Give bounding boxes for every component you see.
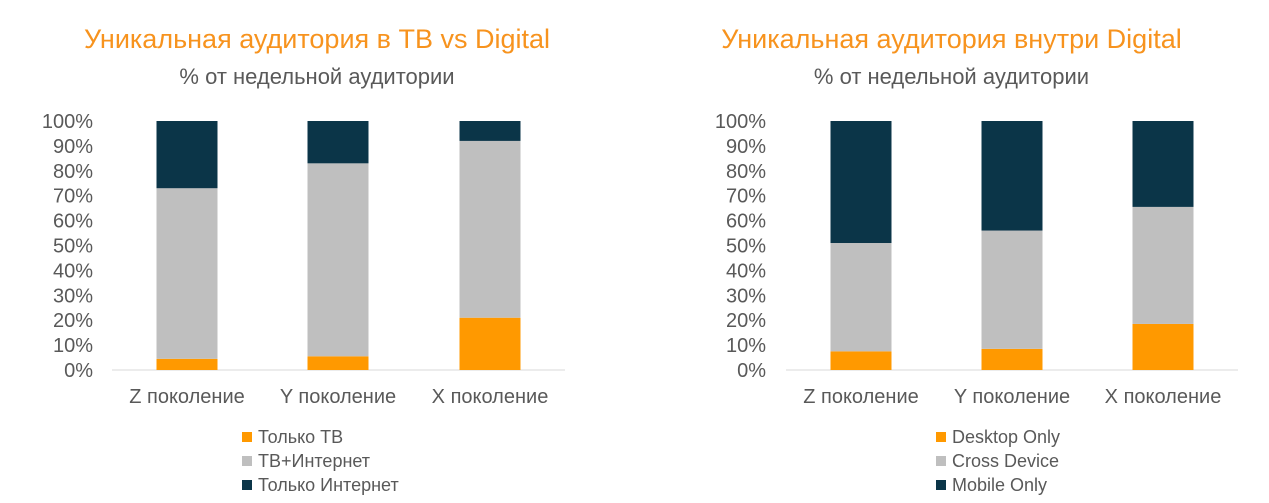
bar-segment-y-series-1 [307,163,369,357]
y-tick-label: 50% [53,236,93,258]
stacked-bar-chart-tv-vs-digital: 0% 10% 20% 30% 40%50% 60% 70% 80% 90% 100% Z покол… [42,111,565,408]
y-tick-label: 100% [715,111,766,133]
chart-subtitle: % от недельной аудитории [813,64,1090,89]
legend-label: Только Интернет [258,475,399,495]
bar-segment-x-series-0 [1132,323,1194,370]
legend-label: Mobile Only [952,475,1048,495]
y-tick-label: 20% [53,310,93,332]
y-tick-label: 80% [726,161,766,183]
legend-item-desktop-only: Desktop Only [936,425,1060,449]
legend-item-tv-only: Только ТВ [242,425,399,449]
chart-panel-inside-digital: Уникальная аудитория внутри Digital % от… [634,0,1269,503]
x-category-label: Y поколение [954,386,1070,408]
bar-segment-y-series-2 [307,121,369,164]
y-tick-label: 10% [53,335,93,357]
bar-segment-z-series-1 [156,188,218,359]
legend-swatch [936,432,946,442]
y-tick-label: 10% [726,335,766,357]
y-tick-label: 90% [53,136,93,158]
y-tick-label: 20% [726,310,766,332]
legend-swatch [936,480,946,490]
x-category-label: Z поколение [129,386,245,408]
x-category-label: X поколение [1105,386,1222,408]
bar-segment-z-series-2 [156,121,218,189]
y-tick-label: 30% [726,285,766,307]
x-category-label: Z поколение [803,386,919,408]
y-tick-label: 80% [53,161,93,183]
y-tick-label: 70% [726,186,766,208]
legend-item-tv-internet: ТВ+Интернет [242,449,399,473]
y-tick-label: 40% [726,260,766,282]
bar-segment-y-series-2 [981,121,1043,231]
y-tick-label: 0% [737,360,766,382]
legend-label: Cross Device [952,451,1060,471]
chart-legend: Только ТВ ТВ+Интернет Только Интернет [242,425,399,497]
legend-label: Desktop Only [952,427,1061,447]
bar-segment-x-series-1 [1132,206,1194,324]
bar-segment-z-series-1 [830,243,892,352]
x-category-label: Y поколение [280,386,396,408]
chart-subtitle: % от недельной аудитории [179,64,455,89]
bar-segment-z-series-0 [156,358,218,370]
y-tick-label: 0% [64,360,93,382]
chart-panel-tv-vs-digital: Уникальная аудитория в ТВ vs Digital % о… [0,0,634,503]
bar-segment-y-series-1 [981,230,1043,349]
y-tick-label: 60% [726,211,766,233]
legend-item-mobile-only: Mobile Only [936,473,1060,497]
legend-swatch [936,456,946,466]
chart-title: Уникальная аудитория внутри Digital [721,24,1182,54]
chart-title: Уникальная аудитория в ТВ vs Digital [83,24,551,54]
chart-legend: Desktop Only Cross Device Mobile Only [936,425,1060,497]
legend-item-cross-device: Cross Device [936,449,1060,473]
y-tick-label: 90% [726,136,766,158]
y-tick-label: 40% [53,260,93,282]
legend-swatch [242,456,252,466]
bar-segment-y-series-0 [981,348,1043,370]
y-tick-label: 70% [53,186,93,208]
stacked-bar-chart-inside-digital: 0% 10% 20% 30% 40%50% 60% 70% 80% 90% 100% Z покол… [715,111,1238,408]
y-tick-label: 100% [42,111,93,133]
legend-item-internet-only: Только Интернет [242,473,399,497]
bar-segment-x-series-2 [459,121,521,141]
legend-label: Только ТВ [258,427,344,447]
bar-segment-x-series-1 [459,140,521,318]
bar-segment-z-series-0 [830,351,892,370]
legend-label: ТВ+Интернет [258,451,371,471]
bar-segment-x-series-0 [459,317,521,370]
bar-segment-z-series-2 [830,121,892,244]
legend-swatch [242,480,252,490]
y-tick-label: 60% [53,211,93,233]
bar-segment-x-series-2 [1132,121,1194,207]
legend-swatch [242,432,252,442]
y-tick-label: 30% [53,285,93,307]
x-category-label: X поколение [432,386,549,408]
bar-segment-y-series-0 [307,356,369,370]
y-tick-label: 50% [726,236,766,258]
